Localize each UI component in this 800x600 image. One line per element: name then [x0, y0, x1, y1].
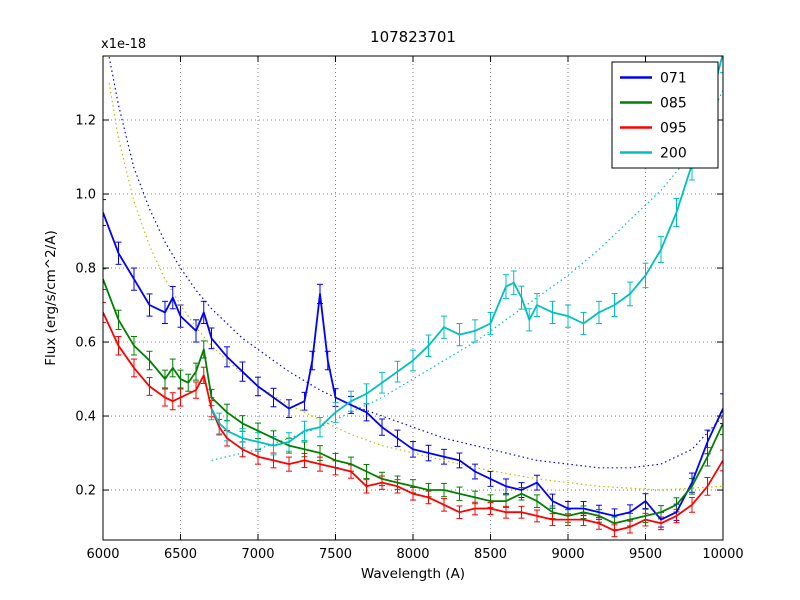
x-tick-label: 7500 — [319, 547, 352, 562]
x-axis-label: Wavelength (A) — [361, 566, 465, 582]
x-tick-label: 6500 — [164, 547, 197, 562]
y-axis-label: Flux (erg/s/cm^2/A) — [43, 230, 59, 365]
legend-item-095: 095 — [620, 121, 687, 137]
legend-box — [611, 61, 719, 169]
x-tick-label: 10000 — [702, 547, 743, 562]
legend-label: 095 — [660, 121, 687, 137]
y-tick-label: 1.2 — [75, 114, 96, 129]
x-tick-label: 9000 — [551, 547, 584, 562]
legend-item-071: 071 — [620, 71, 687, 87]
series-095-line — [103, 312, 723, 532]
legend-label: 085 — [660, 96, 687, 112]
x-tick-label: 8500 — [474, 547, 507, 562]
axes-layer: 6000 6500 7000 7500 8000 8500 9000 9500 10000 0.2… — [75, 55, 744, 562]
legend: 071 085 095 200 — [611, 61, 719, 169]
legend-label: 200 — [660, 146, 687, 162]
legend-item-200: 200 — [620, 146, 687, 162]
x-tick-label: 9500 — [629, 547, 662, 562]
series-085-line — [103, 278, 723, 525]
x-tick-label: 6000 — [86, 547, 119, 562]
y-axis-offset-label: x1e-18 — [101, 37, 146, 52]
legend-item-085: 085 — [620, 96, 687, 112]
data-layer — [103, 56, 723, 538]
y-tick-label: 0.8 — [75, 262, 96, 277]
y-tick-label: 0.4 — [75, 410, 96, 425]
x-tick-label: 7000 — [241, 547, 274, 562]
series-071-line — [103, 212, 723, 521]
y-tick-label: 0.2 — [75, 484, 96, 499]
legend-label: 071 — [660, 71, 687, 87]
x-tick-label: 8000 — [396, 547, 429, 562]
plot-title: 107823701 — [370, 28, 456, 46]
series-095-errorbars — [103, 301, 723, 538]
y-tick-label: 0.6 — [75, 336, 96, 351]
series-200-line — [210, 56, 723, 447]
y-tick-label: 1.0 — [75, 188, 96, 203]
